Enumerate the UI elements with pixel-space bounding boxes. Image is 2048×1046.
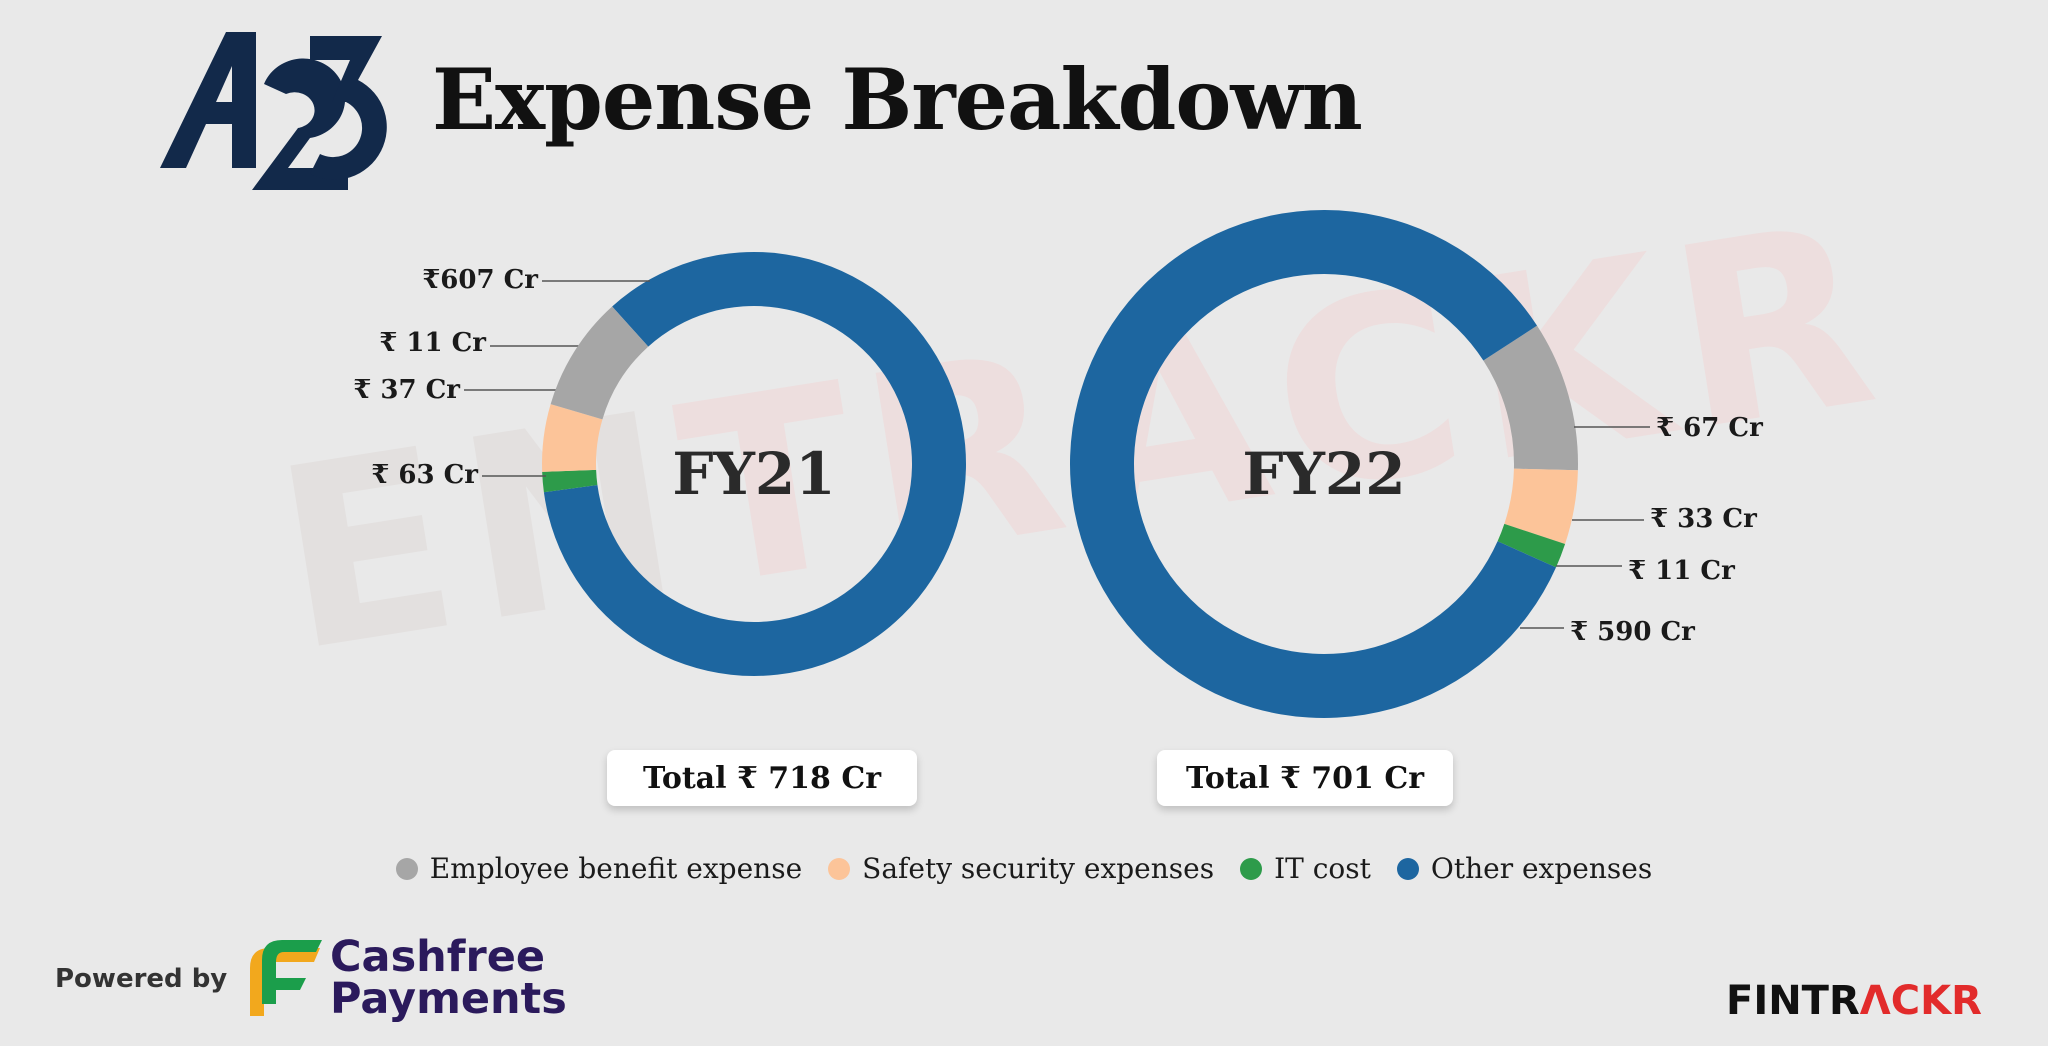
slice-fy21-employee — [550, 306, 649, 420]
fintrackr-part1: FINTR — [1726, 978, 1860, 1024]
legend-label: Employee benefit expense — [429, 852, 803, 885]
legend-item-employee: Employee benefit expense — [395, 852, 803, 885]
center-label: FY21 — [672, 440, 835, 508]
cashfree-line2: Payments — [330, 974, 567, 1024]
slice-fy22-employee — [1483, 325, 1578, 471]
data-label: ₹ 67 Cr — [1656, 413, 1763, 443]
chart-legend: Employee benefit expense Safety security… — [0, 852, 2048, 885]
legend-swatch-employee — [395, 857, 418, 880]
fintrackr-logo: FINTRΛCKR — [1726, 978, 1982, 1024]
legend-label: Other expenses — [1430, 852, 1653, 885]
legend-label: Safety security expenses — [862, 852, 1215, 885]
legend-item-it: IT cost — [1240, 852, 1371, 885]
legend-swatch-it — [1240, 857, 1263, 880]
powered-by-label: Powered by — [55, 964, 228, 994]
data-label: ₹ 590 Cr — [1570, 617, 1695, 647]
legend-swatch-safety — [828, 857, 851, 880]
slice-fy22-it — [1497, 523, 1566, 568]
data-label: ₹ 11 Cr — [379, 328, 486, 358]
cashfree-wordmark: Cashfree Payments — [330, 932, 567, 1024]
data-label: ₹ 33 Cr — [1650, 504, 1757, 534]
slice-fy21-safety — [542, 404, 603, 472]
total-fy21-badge: Total ₹ 718 Cr — [607, 750, 917, 806]
data-label: ₹ 63 Cr — [371, 460, 478, 490]
a23-logo — [160, 32, 387, 190]
page-title: Expense Breakdown — [432, 50, 1363, 149]
slice-fy21-it — [542, 469, 598, 493]
legend-item-other: Other expenses — [1396, 852, 1653, 885]
cashfree-logo-icon — [250, 940, 322, 1016]
total-fy22-badge: Total ₹ 701 Cr — [1157, 750, 1453, 806]
legend-swatch-other — [1396, 857, 1419, 880]
cashfree-line1: Cashfree — [330, 932, 546, 982]
data-label: ₹ 37 Cr — [353, 375, 460, 405]
center-label: FY22 — [1242, 440, 1405, 508]
data-label: ₹607 Cr — [422, 265, 538, 295]
fintrackr-part2: ΛCKR — [1859, 978, 1982, 1024]
legend-item-safety: Safety security expenses — [828, 852, 1214, 885]
data-label: ₹ 11 Cr — [1628, 556, 1735, 586]
slice-fy22-safety — [1504, 468, 1578, 544]
legend-label: IT cost — [1274, 852, 1371, 885]
